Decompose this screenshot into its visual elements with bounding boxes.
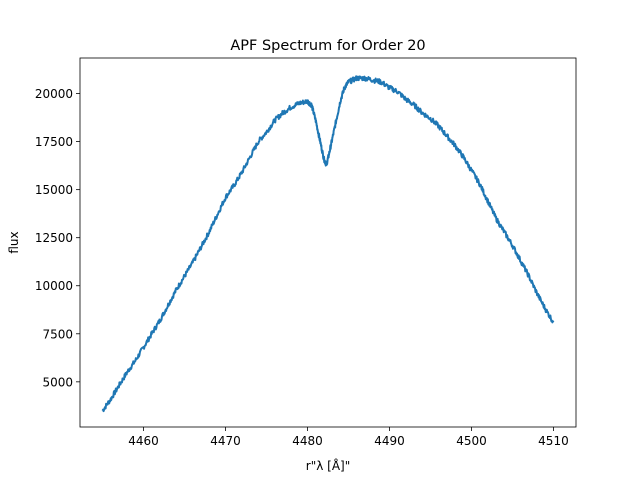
y-tick-label: 20000: [35, 87, 73, 101]
x-tick-label: 4460: [128, 434, 159, 448]
y-axis: 5000 7500 10000 12500 15000 17500 20000: [35, 87, 80, 389]
y-tick-label: 12500: [35, 231, 73, 245]
x-tick-label: 4480: [292, 434, 323, 448]
y-tick-label: 5000: [42, 375, 73, 389]
y-tick-label: 7500: [42, 327, 73, 341]
x-tick-label: 4510: [538, 434, 569, 448]
chart-title: APF Spectrum for Order 20: [230, 38, 425, 54]
y-tick-label: 17500: [35, 135, 73, 149]
y-axis-label: flux: [7, 231, 21, 253]
x-tick-label: 4470: [210, 434, 241, 448]
spectrum-series-line: [101, 75, 555, 413]
x-tick-label: 4490: [374, 434, 405, 448]
x-axis: 4460 4470 4480 4490 4500 4510: [128, 427, 569, 448]
y-tick-label: 15000: [35, 183, 73, 197]
plot-area: [101, 75, 555, 413]
axes-frame: [79, 57, 577, 428]
y-tick-label: 10000: [35, 279, 73, 293]
x-tick-label: 4500: [456, 434, 487, 448]
x-axis-label: r"λ [Å]": [306, 458, 350, 473]
